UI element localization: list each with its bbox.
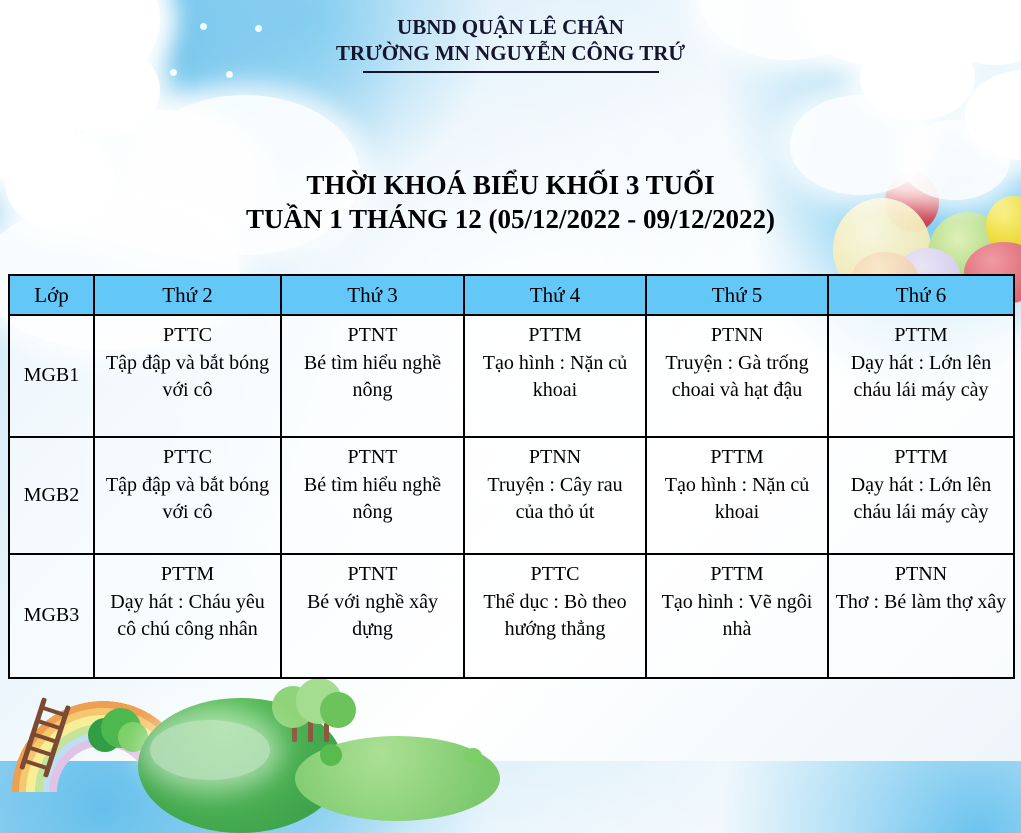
tree-icon bbox=[88, 718, 122, 752]
activity-desc: Thể dục : Bò theo hướng thẳng bbox=[483, 590, 627, 641]
schedule-cell: PTTM Dạy hát : Lớn lên cháu lái máy cày bbox=[827, 436, 1015, 555]
schedule-cell: PTTM Tạo hình : Nặn củ khoai bbox=[645, 436, 829, 555]
col-header-class: Lớp bbox=[8, 274, 95, 316]
tree-trunk bbox=[292, 714, 297, 742]
activity-code: PTTM bbox=[894, 446, 948, 468]
cloud-icon bbox=[150, 720, 270, 780]
col-header-monday: Thứ 2 bbox=[93, 274, 282, 316]
schedule-cell: PTTM Tạo hình : Nặn củ khoai bbox=[463, 314, 647, 438]
table-header-row: Lớp Thứ 2 Thứ 3 Thứ 4 Thứ 5 Thứ 6 bbox=[8, 274, 1015, 316]
timetable: Lớp Thứ 2 Thứ 3 Thứ 4 Thứ 5 Thứ 6 MGB1 P… bbox=[8, 274, 1015, 679]
row-label: MGB3 bbox=[8, 553, 95, 679]
activity-desc: Dạy hát : Lớn lên cháu lái máy cày bbox=[850, 351, 992, 402]
col-header-tuesday: Thứ 3 bbox=[280, 274, 465, 316]
title-line2: TUẦN 1 THÁNG 12 (05/12/2022 - 09/12/2022… bbox=[245, 204, 775, 234]
activity-code: PTNN bbox=[710, 324, 764, 346]
table-row-mgb2: MGB2 PTTC Tập đập và bắt bóng với cô PTN… bbox=[8, 436, 1015, 555]
tree-icon bbox=[272, 686, 314, 728]
activity-desc: Tập đập và bắt bóng với cô bbox=[105, 351, 270, 402]
activity-code: PTTC bbox=[530, 563, 580, 585]
page-title: THỜI KHOÁ BIỂU KHỐI 3 TUỔI TUẦN 1 THÁNG … bbox=[0, 168, 1021, 236]
row-label: MGB1 bbox=[8, 314, 95, 438]
activity-code: PTNT bbox=[347, 446, 398, 468]
table-row-mgb1: MGB1 PTTC Tập đập và bắt bóng với cô PTN… bbox=[8, 314, 1015, 438]
org-underline bbox=[362, 71, 659, 73]
hill-decoration bbox=[138, 698, 343, 833]
tree-icon bbox=[296, 678, 342, 724]
col-header-thursday: Thứ 5 bbox=[645, 274, 829, 316]
row-label: MGB2 bbox=[8, 436, 95, 555]
tree-trunk bbox=[324, 716, 329, 742]
activity-desc: Truyện : Cây rau của thỏ út bbox=[487, 473, 623, 524]
tree-icon bbox=[101, 708, 141, 748]
activity-desc: Tạo hình : Nặn củ khoai bbox=[482, 351, 628, 402]
activity-code: PTNT bbox=[347, 563, 398, 585]
schedule-cell: PTTC Tập đập và bắt bóng với cô bbox=[93, 436, 282, 555]
activity-desc: Dạy hát : Lớn lên cháu lái máy cày bbox=[850, 473, 992, 524]
activity-code: PTTC bbox=[163, 446, 212, 468]
org-header: UBND QUẬN LÊ CHÂN TRƯỜNG MN NGUYỄN CÔNG … bbox=[0, 14, 1021, 73]
hill-decoration bbox=[295, 736, 500, 821]
ladder-decoration bbox=[19, 697, 71, 778]
schedule-cell: PTTM Tạo hình : Vẽ ngôi nhà bbox=[645, 553, 829, 679]
activity-desc: Tạo hình : Vẽ ngôi nhà bbox=[661, 590, 813, 641]
tree-icon bbox=[320, 692, 356, 728]
activity-code: PTTM bbox=[710, 446, 764, 468]
activity-code: PTNN bbox=[528, 446, 582, 468]
schedule-cell: PTNN Truyện : Gà trống choai và hạt đậu bbox=[645, 314, 829, 438]
activity-desc: Tập đập và bắt bóng với cô bbox=[105, 473, 270, 524]
schedule-cell: PTNN Thơ : Bé làm thợ xây bbox=[827, 553, 1015, 679]
schedule-cell: PTTM Dạy hát : Cháu yêu cô chú công nhân bbox=[93, 553, 282, 679]
title-line1: THỜI KHOÁ BIỂU KHỐI 3 TUỔI bbox=[306, 170, 715, 200]
bush-icon bbox=[464, 748, 482, 764]
activity-code: PTNT bbox=[347, 324, 398, 346]
activity-desc: Bé với nghề xây dựng bbox=[306, 590, 439, 641]
activity-desc: Truyện : Gà trống choai và hạt đậu bbox=[665, 351, 809, 402]
col-header-wednesday: Thứ 4 bbox=[463, 274, 647, 316]
cloud-icon bbox=[965, 70, 1021, 160]
table-row-mgb3: MGB3 PTTM Dạy hát : Cháu yêu cô chú công… bbox=[8, 553, 1015, 679]
schedule-cell: PTTM Dạy hát : Lớn lên cháu lái máy cày bbox=[827, 314, 1015, 438]
activity-code: PTTC bbox=[163, 324, 212, 346]
activity-desc: Thơ : Bé làm thợ xây bbox=[835, 590, 1007, 613]
rainbow-decoration bbox=[12, 697, 194, 792]
tree-icon bbox=[118, 722, 148, 752]
sparkle-dot bbox=[45, 95, 52, 102]
org-line1: UBND QUẬN LÊ CHÂN bbox=[397, 15, 624, 39]
tree-trunk bbox=[308, 708, 313, 742]
activity-desc: Bé tìm hiểu nghề nông bbox=[303, 473, 442, 524]
schedule-cell: PTNT Bé tìm hiểu nghề nông bbox=[280, 436, 465, 555]
activity-desc: Dạy hát : Cháu yêu cô chú công nhân bbox=[110, 590, 265, 641]
cloud-icon bbox=[0, 70, 75, 180]
activity-code: PTNN bbox=[894, 563, 948, 585]
schedule-cell: PTNT Bé với nghề xây dựng bbox=[280, 553, 465, 679]
schedule-cell: PTTC Thể dục : Bò theo hướng thẳng bbox=[463, 553, 647, 679]
schedule-cell: PTNN Truyện : Cây rau của thỏ út bbox=[463, 436, 647, 555]
activity-code: PTTM bbox=[894, 324, 948, 346]
schedule-cell: PTNT Bé tìm hiểu nghề nông bbox=[280, 314, 465, 438]
bush-icon bbox=[320, 744, 342, 766]
org-line2: TRƯỜNG MN NGUYỄN CÔNG TRỨ bbox=[335, 41, 686, 65]
schedule-cell: PTTC Tập đập và bắt bóng với cô bbox=[93, 314, 282, 438]
activity-desc: Bé tìm hiểu nghề nông bbox=[303, 351, 442, 402]
activity-desc: Tạo hình : Nặn củ khoai bbox=[664, 473, 810, 524]
activity-code: PTTM bbox=[160, 563, 215, 585]
activity-code: PTTM bbox=[710, 563, 764, 585]
col-header-friday: Thứ 6 bbox=[827, 274, 1015, 316]
activity-code: PTTM bbox=[528, 324, 582, 346]
